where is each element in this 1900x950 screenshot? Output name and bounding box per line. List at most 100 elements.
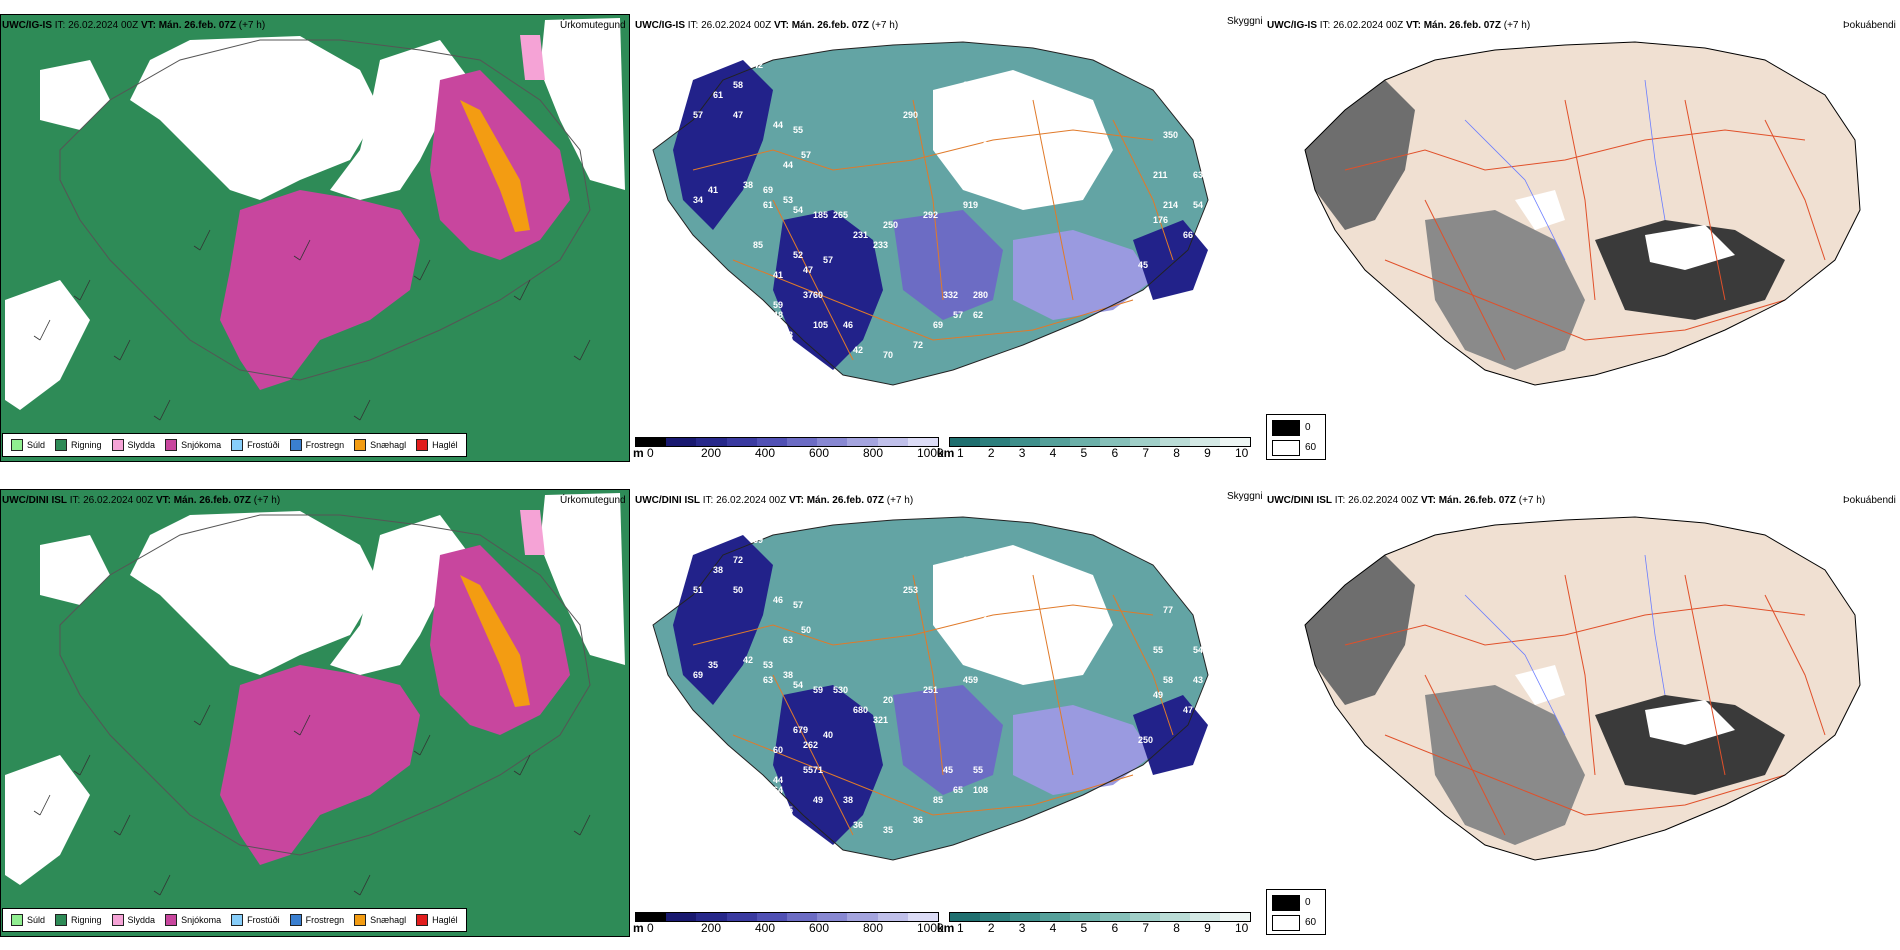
cloud-base-label: 50: [733, 585, 744, 595]
colorbar-tick: 4: [1049, 921, 1057, 935]
ceiling-colorbar: [635, 437, 939, 447]
lead-time: (+7 h): [886, 495, 914, 506]
cloud-base-label: 40: [823, 730, 834, 740]
cloud-base-label: 58: [1163, 675, 1174, 685]
colorbar-step: [817, 913, 848, 921]
forecast-row-igis: UWC/IG-IS IT: 26.02.2024 00Z VT: Mán. 26…: [0, 14, 1896, 462]
colorbar-step: [950, 438, 980, 446]
colorbar-tick: 2: [987, 921, 995, 935]
cloud-base-label: 472: [1013, 655, 1029, 665]
cloud-base-label: 38: [713, 565, 724, 575]
ceiling-ticks: 0 200 400 600 800 1000: [647, 921, 947, 935]
fog-legend: 0 60: [1266, 414, 1326, 460]
legend-label: Haglél: [432, 440, 458, 450]
cloud-base-label: 69: [693, 670, 704, 680]
fog-legend-high: 60: [1305, 442, 1317, 453]
cloud-base-label: 36: [853, 820, 864, 830]
cloud-base-label: 233: [873, 240, 889, 250]
init-time: IT: 26.02.2024 00Z: [702, 495, 789, 506]
panel-type-label: Þokuábendi: [1843, 495, 1896, 506]
cloud-base-label: 85: [753, 240, 764, 250]
visibility-colorbar: [949, 912, 1251, 922]
ceiling-ticks: 0 200 400 600 800 1000: [647, 446, 947, 460]
panel-title: UWC/IG-IS IT: 26.02.2024 00Z VT: Mán. 26…: [1267, 20, 1530, 31]
cloud-base-label: 680: [853, 705, 869, 715]
cloud-base-label: 69: [933, 320, 944, 330]
cloud-base-label: 42: [743, 655, 754, 665]
colorbar-step: [1040, 913, 1070, 921]
colorbar-step: [980, 438, 1010, 446]
init-time: IT: 26.02.2024 00Z: [1319, 20, 1406, 31]
valid-time: VT: Mán. 26.feb. 07Z: [788, 495, 884, 506]
cloud-base-label: 940: [983, 140, 999, 150]
colorbar-tick: 1: [957, 921, 964, 935]
cloud-base-label: 64: [773, 785, 784, 795]
colorbar-step: [726, 913, 757, 921]
model-name: UWC/IG-IS: [635, 20, 685, 31]
cloud-base-label: 231: [853, 230, 869, 240]
fog-map: [1304, 516, 1861, 861]
colorbar-tick: 600: [809, 921, 830, 935]
colorbar-step: [847, 913, 878, 921]
cloud-base-label: 69: [763, 185, 774, 195]
colorbar-step: [696, 438, 727, 446]
cloud-base-label: 991: [1033, 90, 1049, 100]
legend-label: Rigning: [71, 440, 102, 450]
legend-swatch: [111, 439, 124, 451]
legend-label: Snæhagl: [370, 915, 407, 925]
cloud-base-label: 57: [793, 600, 804, 610]
cloud-base-label: 57: [801, 150, 812, 160]
colorbar-step: [756, 913, 788, 921]
lead-time: (+7 h): [238, 20, 266, 31]
colorbar-tick: 0: [647, 921, 654, 935]
legend-label: Frostregn: [305, 915, 345, 925]
legend-label: Snjókoma: [181, 440, 222, 450]
valid-time: VT: Mán. 26.feb. 07Z: [140, 20, 236, 31]
cloud-base-label: 253: [903, 585, 919, 595]
cloud-base-label: 508: [933, 100, 949, 110]
legend-item: Slydda: [111, 439, 155, 451]
legend-swatch: [354, 914, 367, 926]
cloud-base-label: 54: [1193, 645, 1204, 655]
fog-legend-low: 0: [1305, 897, 1311, 908]
precip-legend: Súld Rigning Slydda Snjókoma Frostúði Frostre…: [2, 433, 467, 457]
cloud-base-label: 54: [793, 680, 804, 690]
panel-type-label: Þokuábendi: [1843, 20, 1896, 31]
panel-type-label: Skyggni: [1227, 491, 1263, 502]
legend-item: Frostúði: [231, 914, 280, 926]
cloud-base-label: 36: [913, 815, 924, 825]
cloud-base-label: 55: [783, 805, 794, 815]
colorbar-tick: 200: [701, 921, 722, 935]
colorbar-step: [1070, 438, 1100, 446]
lead-time: (+7 h): [1518, 495, 1546, 506]
precip-type-panel: UWC/DINI ISL IT: 26.02.2024 00Z VT: Mán.…: [0, 475, 632, 945]
init-time: IT: 26.02.2024 00Z: [69, 495, 156, 506]
colorbar-tick: 1: [957, 446, 964, 460]
colorbar-tick: 7: [1142, 921, 1150, 935]
cloud-base-label: 50: [801, 625, 812, 635]
legend-item: Snjókoma: [165, 914, 221, 926]
cloud-base-label: 53: [783, 195, 794, 205]
cloud-base-label: 20: [883, 695, 894, 705]
cloud-base-label: 61: [713, 90, 724, 100]
fog-legend-swatch-light: [1272, 440, 1300, 456]
cloud-base-label: 58: [733, 80, 744, 90]
panel-type-label: Úrkomutegund: [560, 495, 626, 506]
colorbar-step: [1100, 913, 1130, 921]
legend-label: Snjókoma: [181, 915, 222, 925]
legend-item: Slydda: [111, 914, 155, 926]
cloud-base-label: 55: [1153, 645, 1164, 655]
cloud-base-label: 105: [813, 320, 829, 330]
colorbar-step: [950, 913, 980, 921]
panel-title: UWC/IG-IS IT: 26.02.2024 00Z VT: Mán. 26…: [2, 20, 265, 31]
cloud-base-label: 919: [963, 200, 979, 210]
fog-legend-high: 60: [1305, 917, 1317, 928]
colorbar-tick: 3: [1018, 921, 1026, 935]
cloud-base-label: 38: [743, 180, 754, 190]
colorbar-tick: 6: [1111, 446, 1119, 460]
colorbar-step: [907, 913, 939, 921]
cloud-base-label: 71: [813, 765, 824, 775]
cloud-base-label: 35: [708, 660, 719, 670]
lead-time: (+7 h): [253, 495, 281, 506]
cloud-base-label: 459: [963, 675, 979, 685]
